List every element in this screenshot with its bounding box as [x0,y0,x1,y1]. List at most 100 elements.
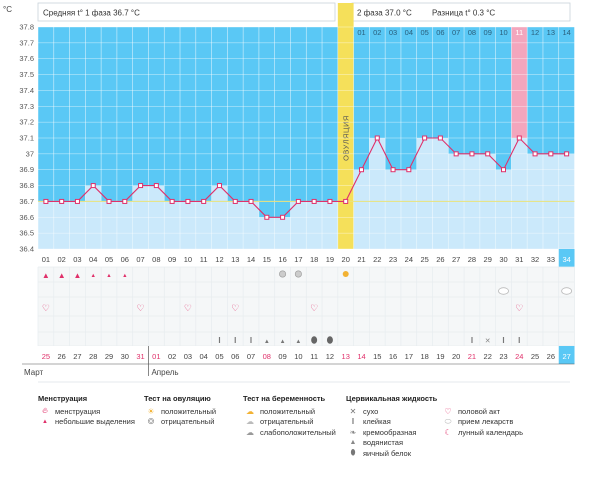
legend-label: положительный [161,406,217,416]
moon-icon: ☾ [444,427,452,437]
date-label: 19 [436,352,444,361]
date-label: 17 [405,352,413,361]
watery-drop-icon: ▲ [349,439,357,447]
temperature-point [516,135,522,141]
temperature-point [532,151,538,157]
legend-label: половой акт [458,406,501,416]
legend-label: сухо [363,406,379,416]
date-label: 25 [42,352,50,361]
cycle-day-label: 09 [168,255,176,264]
temperature-fill-cell [38,201,54,249]
temperature-fill-cell [195,201,212,249]
date-label: 27 [562,352,570,361]
temperature-fill-cell [495,169,512,249]
date-label: 31 [136,352,144,361]
temperature-point [90,183,96,189]
cervical-sticky-icon: I [250,336,252,345]
date-label: 20 [452,352,460,361]
month-label: Март [24,368,43,377]
top-day-number: 04 [405,28,413,37]
menstruation-icon: 🔥︎ [42,406,48,416]
date-label: 29 [105,352,113,361]
legend-label: небольшие выделения [55,417,135,427]
y-tick-label: 36.4 [19,245,34,254]
cycle-day-label: 19 [326,255,334,264]
temperature-line [45,136,567,218]
temperature-point [358,167,364,173]
temperature-point [311,198,317,204]
intercourse-heart-icon: ♡ [137,303,145,313]
legend-label: отрицательный [260,417,314,427]
temperature-point [295,198,301,204]
temperature-fill-cell [353,169,370,249]
date-label: 23 [499,352,507,361]
legend-menstruation: Менструация 🔥︎ менструация ▲ небольшие выд… [38,394,135,427]
temperature-fill-cell [164,201,181,249]
date-row [38,346,575,364]
cycle-day-label: 23 [389,255,397,264]
menstruation-icon: ▲ [42,271,50,280]
intercourse-heart-icon: ♡ [231,303,239,313]
temperature-point [485,151,491,157]
temperature-point [201,198,207,204]
temperature-point [280,214,286,220]
last-day-highlight [558,249,575,267]
temperature-fill-cell [180,201,196,249]
y-tick-label: 37.2 [19,118,34,127]
temperature-fill-cell [369,138,386,249]
legend-label: прием лекарств [458,417,514,427]
legend-label: менструация [55,406,101,416]
cycle-day-label: 08 [152,255,160,264]
intercourse-heart-icon: ♡ [310,303,318,313]
temperature-fill-cell [385,169,401,249]
cycle-day-label: 13 [231,255,239,264]
top-day-number: 01 [357,28,365,37]
date-label: 09 [278,352,286,361]
legend-label: положительный [260,406,316,416]
temperature-point [43,198,49,204]
temperature-point [469,151,475,157]
dry-cross-icon: ✕ [349,406,357,416]
date-label: 21 [468,352,476,361]
temperature-fill-cell [116,201,133,249]
last-date-highlight [558,346,575,364]
month-label: Апрель [151,368,178,377]
menstruation-icon: ▲ [58,271,66,280]
intercourse-heart-icon: ♡ [42,303,50,313]
cycle-day-label: 16 [278,255,286,264]
temperature-point [327,198,333,204]
legend-ovulation-test: Тест на овуляцию ☀ положительный ❂ отрицат… [144,394,216,427]
cervical-sticky-icon: I [518,336,520,345]
date-label: 02 [168,352,176,361]
sun-outline-icon: ❂ [147,417,155,427]
y-tick-label: 36.6 [19,213,34,222]
temperature-fill-cell [416,138,433,249]
temperature-point [153,183,159,189]
date-label: 07 [247,352,255,361]
light-bleeding-icon: ▲ [122,273,127,279]
phase2-average-text: 2 фаза 37.0 °C [357,9,412,18]
cervical-egg-white-icon [311,336,318,344]
top-day-number: 09 [484,28,492,37]
cycle-day-label: 27 [452,255,460,264]
light-bleeding-icon: ▲ [91,273,96,279]
date-label: 06 [231,352,239,361]
cervical-sticky-icon: I [471,336,473,345]
top-day-number: 06 [436,28,444,37]
cycle-day-label: 05 [105,255,113,264]
top-day-number: 02 [373,28,381,37]
cycle-day-label: 29 [484,255,492,264]
temperature-fill-cell [227,201,244,249]
temperature-point [122,198,128,204]
cycle-day-label: 18 [310,255,318,264]
temperature-point [106,198,112,204]
date-label: 11 [310,352,318,361]
phase1-average-text: Средняя t° 1 фаза 36.7 °C [43,9,140,18]
date-label: 04 [200,352,208,361]
cervical-sticky-icon: I [218,336,220,345]
y-tick-label: 36.8 [19,181,34,190]
legend-label: слабоположительный [260,427,336,437]
cycle-day-label: 11 [200,255,208,264]
date-label: 24 [515,352,523,361]
legend-label: клейкая [363,417,391,427]
